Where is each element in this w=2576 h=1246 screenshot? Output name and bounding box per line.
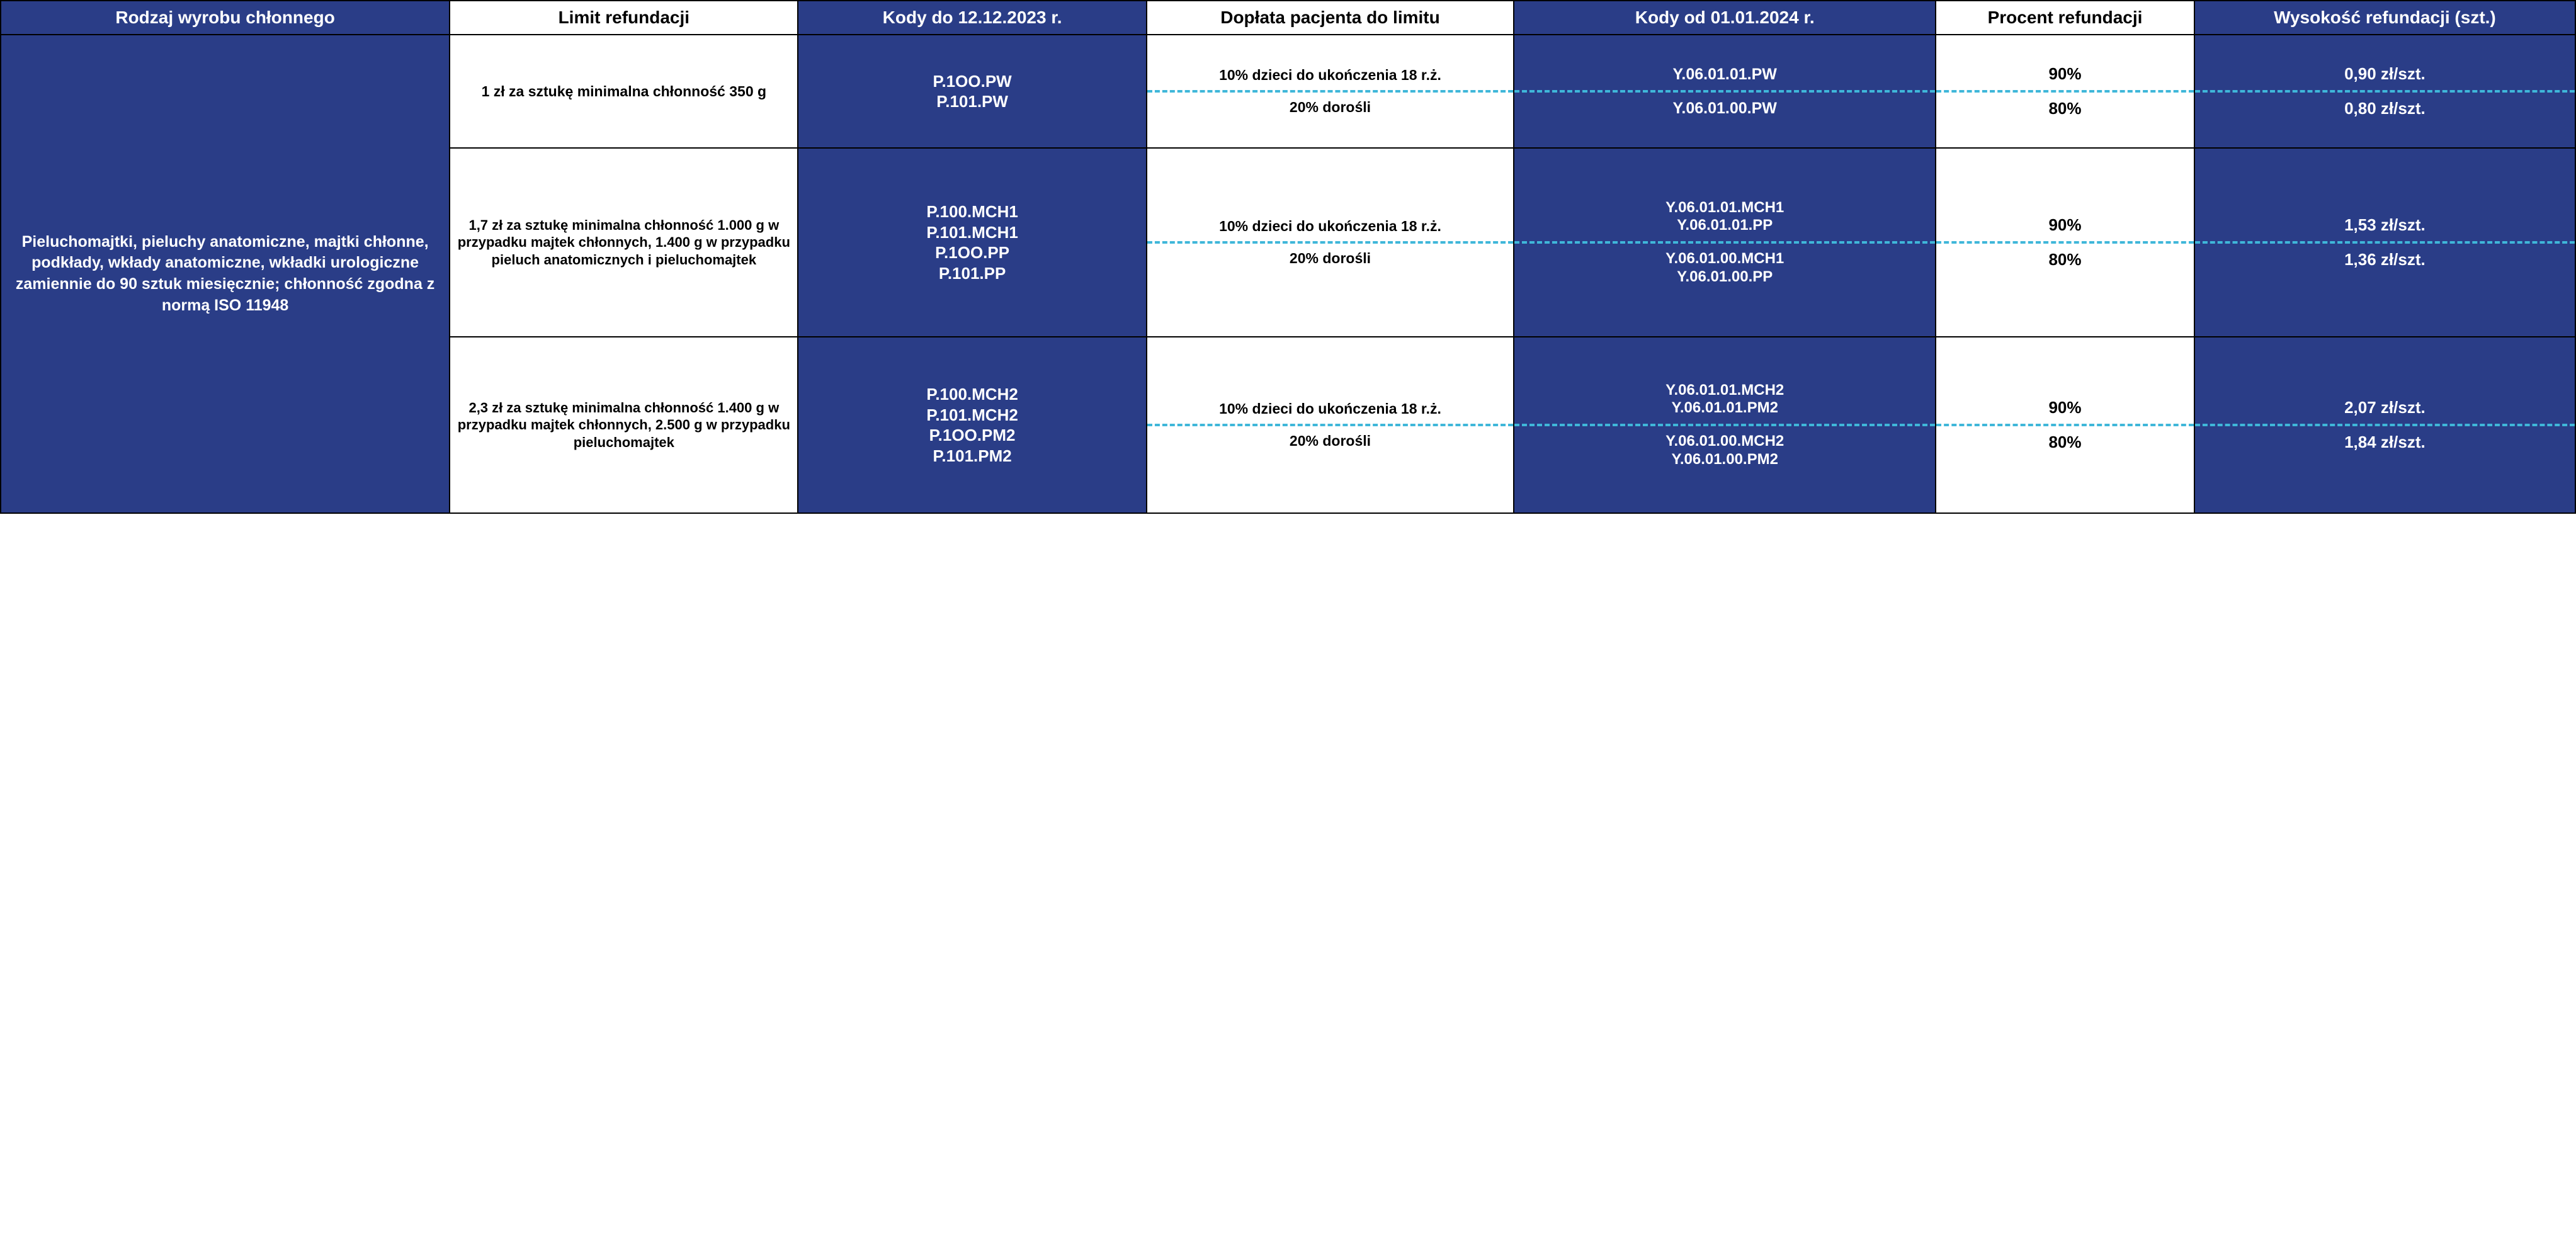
percent-adult: 80% — [1936, 424, 2194, 458]
codes-old-text: P.100.MCH2P.101.MCH2P.1OO.PM2P.101.PM2 — [798, 375, 1145, 475]
patient-copay-child: 10% dzieci do ukończenia 18 r.ż. — [1147, 60, 1514, 91]
codes-new-cell: Y.06.01.01.MCH1Y.06.01.01.PP Y.06.01.00.… — [1514, 148, 1936, 337]
codes-new-adult: Y.06.01.00.MCH1Y.06.01.00.PP — [1514, 241, 1935, 293]
codes-old-text: P.1OO.PWP.101.PW — [798, 62, 1145, 121]
patient-copay-cell: 10% dzieci do ukończenia 18 r.ż. 20% dor… — [1147, 148, 1514, 337]
limit-text: 1 zł za sztukę minimalna chłonność 350 g — [450, 74, 797, 110]
limit-cell: 1,7 zł za sztukę minimalna chłonność 1.0… — [450, 148, 798, 337]
col-amount: Wysokość refundacji (szt.) — [2194, 1, 2575, 35]
limit-text: 2,3 zł za sztukę minimalna chłonność 1.4… — [450, 390, 797, 460]
amount-cell: 1,53 zł/szt. 1,36 zł/szt. — [2194, 148, 2575, 337]
table-row: Pieluchomajtki, pieluchy anatomiczne, ma… — [1, 35, 2575, 148]
limit-cell: 1 zł za sztukę minimalna chłonność 350 g — [450, 35, 798, 148]
percent-cell: 90% 80% — [1936, 35, 2194, 148]
percent-child: 90% — [1936, 209, 2194, 241]
col-percent: Procent refundacji — [1936, 1, 2194, 35]
percent-child: 90% — [1936, 58, 2194, 90]
codes-old-cell: P.100.MCH2P.101.MCH2P.1OO.PM2P.101.PM2 — [798, 337, 1146, 513]
codes-new-cell: Y.06.01.01.PW Y.06.01.00.PW — [1514, 35, 1936, 148]
percent-adult: 80% — [1936, 241, 2194, 276]
codes-new-child: Y.06.01.01.MCH1Y.06.01.01.PP — [1514, 193, 1935, 242]
patient-copay-cell: 10% dzieci do ukończenia 18 r.ż. 20% dor… — [1147, 337, 1514, 513]
product-type-cell: Pieluchomajtki, pieluchy anatomiczne, ma… — [1, 35, 450, 513]
amount-child: 2,07 zł/szt. — [2195, 392, 2575, 424]
codes-old-cell: P.100.MCH1P.101.MCH1P.1OO.PPP.101.PP — [798, 148, 1146, 337]
patient-copay-child: 10% dzieci do ukończenia 18 r.ż. — [1147, 212, 1514, 242]
amount-adult: 1,36 zł/szt. — [2195, 241, 2575, 276]
patient-copay-adult: 20% dorośli — [1147, 424, 1514, 456]
table-header-row: Rodzaj wyrobu chłonnego Limit refundacji… — [1, 1, 2575, 35]
amount-cell: 2,07 zł/szt. 1,84 zł/szt. — [2194, 337, 2575, 513]
amount-cell: 0,90 zł/szt. 0,80 zł/szt. — [2194, 35, 2575, 148]
product-type-text: Pieluchomajtki, pieluchy anatomiczne, ma… — [1, 219, 449, 329]
col-codes-new: Kody od 01.01.2024 r. — [1514, 1, 1936, 35]
patient-copay-adult: 20% dorośli — [1147, 241, 1514, 274]
limit-cell: 2,3 zł za sztukę minimalna chłonność 1.4… — [450, 337, 798, 513]
col-limit: Limit refundacji — [450, 1, 798, 35]
col-patient-copay: Dopłata pacjenta do limitu — [1147, 1, 1514, 35]
codes-new-child: Y.06.01.01.MCH2Y.06.01.01.PM2 — [1514, 375, 1935, 424]
amount-child: 0,90 zł/szt. — [2195, 58, 2575, 90]
percent-adult: 80% — [1936, 90, 2194, 125]
amount-adult: 0,80 zł/szt. — [2195, 90, 2575, 125]
percent-child: 90% — [1936, 392, 2194, 424]
percent-cell: 90% 80% — [1936, 148, 2194, 337]
codes-old-cell: P.1OO.PWP.101.PW — [798, 35, 1146, 148]
limit-text: 1,7 zł za sztukę minimalna chłonność 1.0… — [450, 208, 797, 278]
codes-new-adult: Y.06.01.00.MCH2Y.06.01.00.PM2 — [1514, 424, 1935, 475]
patient-copay-child: 10% dzieci do ukończenia 18 r.ż. — [1147, 394, 1514, 424]
percent-cell: 90% 80% — [1936, 337, 2194, 513]
codes-new-child: Y.06.01.01.PW — [1514, 59, 1935, 90]
codes-new-adult: Y.06.01.00.PW — [1514, 90, 1935, 124]
reimbursement-table: Rodzaj wyrobu chłonnego Limit refundacji… — [0, 0, 2576, 514]
patient-copay-adult: 20% dorośli — [1147, 90, 1514, 123]
amount-child: 1,53 zł/szt. — [2195, 209, 2575, 241]
col-product-type: Rodzaj wyrobu chłonnego — [1, 1, 450, 35]
col-codes-old: Kody do 12.12.2023 r. — [798, 1, 1146, 35]
codes-new-cell: Y.06.01.01.MCH2Y.06.01.01.PM2 Y.06.01.00… — [1514, 337, 1936, 513]
codes-old-text: P.100.MCH1P.101.MCH1P.1OO.PPP.101.PP — [798, 193, 1145, 292]
patient-copay-cell: 10% dzieci do ukończenia 18 r.ż. 20% dor… — [1147, 35, 1514, 148]
amount-adult: 1,84 zł/szt. — [2195, 424, 2575, 458]
